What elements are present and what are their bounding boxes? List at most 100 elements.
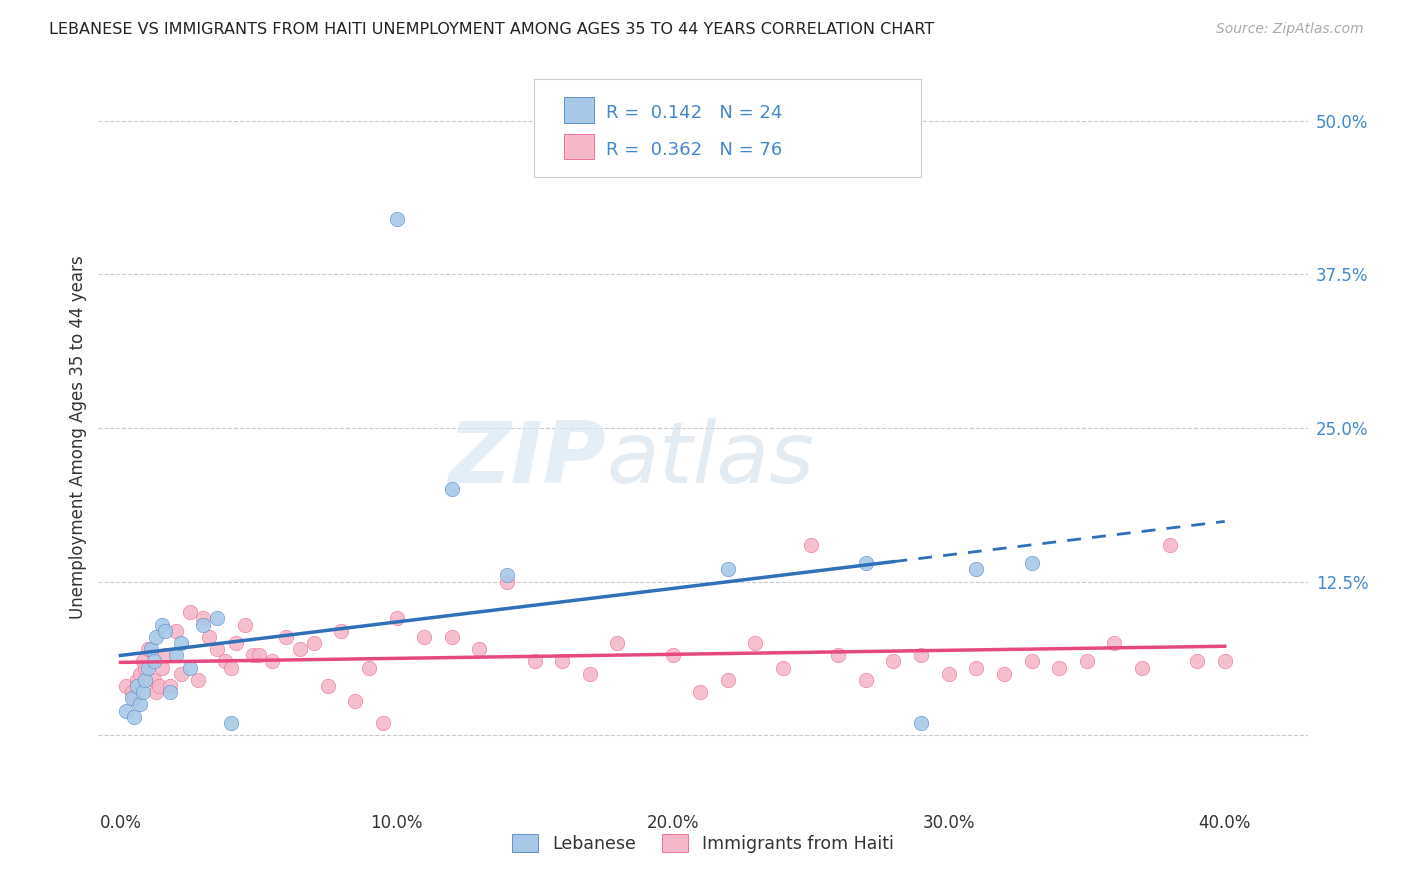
Point (179, 605, 201, 619)
Point (242, 648, 264, 663)
Point (170, 636, 193, 650)
Point (233, 617, 256, 632)
Point (193, 617, 215, 632)
Point (1076, 655, 1098, 669)
Point (855, 673, 877, 687)
Point (142, 655, 165, 669)
Point (124, 710, 146, 724)
Point (385, 611, 408, 625)
Point (142, 673, 165, 687)
Point (125, 679, 148, 693)
Point (179, 660, 201, 674)
Point (551, 655, 574, 669)
Point (247, 648, 270, 663)
Point (198, 630, 221, 644)
Point (153, 648, 176, 663)
Point (134, 660, 156, 674)
Point (606, 636, 628, 650)
Point (496, 574, 519, 589)
Point (288, 642, 311, 657)
Point (496, 568, 519, 582)
FancyBboxPatch shape (534, 78, 921, 178)
Point (145, 630, 167, 644)
Point (302, 636, 325, 650)
Y-axis label: Unemployment Among Ages 35 to 44 years: Unemployment Among Ages 35 to 44 years (69, 255, 87, 619)
Point (131, 655, 153, 669)
Point (717, 562, 740, 576)
Point (170, 666, 193, 681)
Point (125, 673, 148, 687)
Point (205, 611, 228, 625)
Text: Source: ZipAtlas.com: Source: ZipAtlas.com (1216, 22, 1364, 37)
FancyBboxPatch shape (564, 97, 595, 122)
Point (115, 679, 138, 693)
Point (124, 691, 146, 706)
Point (689, 685, 711, 699)
Point (1021, 556, 1043, 570)
Point (121, 685, 143, 699)
Point (965, 660, 987, 674)
Point (440, 483, 463, 497)
Point (128, 698, 150, 712)
Point (468, 642, 491, 657)
Point (910, 715, 932, 730)
Point (910, 648, 932, 663)
Text: atlas: atlas (606, 417, 814, 500)
Point (993, 666, 1015, 681)
FancyBboxPatch shape (564, 134, 595, 159)
Point (165, 624, 187, 638)
Point (165, 648, 187, 663)
Text: R =  0.142   N = 24: R = 0.142 N = 24 (606, 104, 783, 122)
Text: LEBANESE VS IMMIGRANTS FROM HAITI UNEMPLOYMENT AMONG AGES 35 TO 44 YEARS CORRELA: LEBANESE VS IMMIGRANTS FROM HAITI UNEMPL… (49, 22, 935, 37)
Point (128, 666, 150, 681)
Point (772, 660, 794, 674)
Point (1159, 538, 1181, 552)
Point (115, 704, 138, 718)
Point (159, 679, 181, 693)
Point (661, 648, 683, 663)
Point (965, 562, 987, 576)
Point (150, 660, 173, 674)
Point (121, 691, 143, 706)
Point (578, 666, 600, 681)
Point (1021, 655, 1043, 669)
Point (276, 630, 298, 644)
Point (159, 685, 181, 699)
Text: R =  0.362   N = 76: R = 0.362 N = 76 (606, 141, 783, 159)
Point (150, 617, 173, 632)
Text: ZIP: ZIP (449, 417, 606, 500)
Point (262, 655, 284, 669)
Point (717, 673, 740, 687)
Point (827, 648, 849, 663)
Point (187, 673, 209, 687)
Point (1104, 636, 1126, 650)
Point (440, 630, 463, 644)
Point (139, 642, 162, 657)
Point (330, 624, 353, 638)
Point (134, 673, 156, 687)
Point (882, 655, 904, 669)
Point (193, 611, 215, 625)
Point (938, 666, 960, 681)
Legend: Lebanese, Immigrants from Haiti: Lebanese, Immigrants from Haiti (505, 827, 901, 860)
Point (205, 642, 228, 657)
Point (1130, 660, 1153, 674)
Point (800, 538, 823, 552)
Point (225, 636, 247, 650)
Point (214, 655, 236, 669)
Point (136, 642, 159, 657)
Point (385, 211, 408, 226)
Point (344, 694, 367, 708)
Point (145, 685, 167, 699)
Point (744, 636, 766, 650)
Point (1047, 660, 1070, 674)
Point (153, 624, 176, 638)
Point (131, 685, 153, 699)
Point (1185, 655, 1208, 669)
Point (148, 679, 170, 693)
Point (357, 660, 380, 674)
Point (855, 556, 877, 570)
Point (413, 630, 436, 644)
Point (523, 655, 546, 669)
Point (219, 660, 242, 674)
